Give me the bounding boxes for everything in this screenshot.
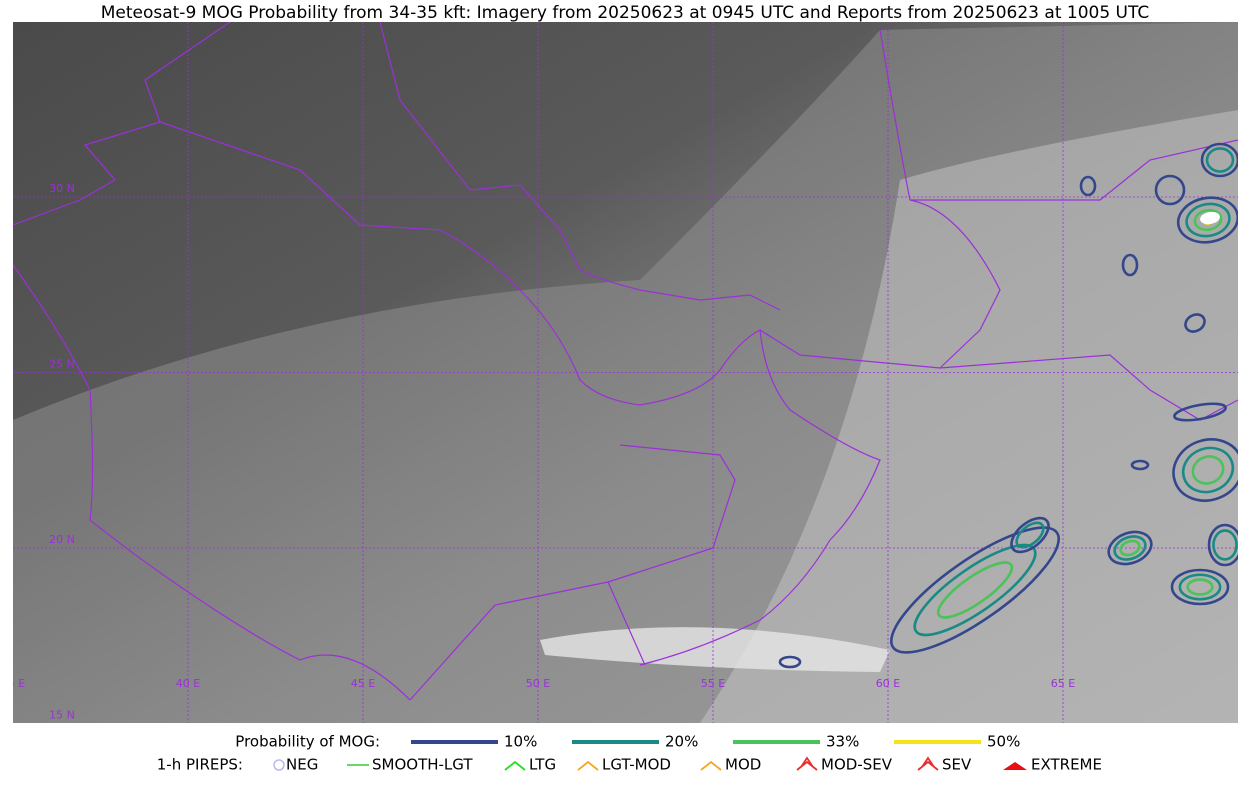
lon-label: 55 E	[701, 677, 725, 690]
legend-label: LGT-MOD	[602, 756, 671, 774]
contour	[1178, 573, 1222, 601]
legend-label: MOD-SEV	[821, 756, 893, 774]
legend-label: NEG	[286, 756, 318, 774]
contour	[778, 655, 802, 669]
contour	[1181, 446, 1235, 494]
lat-label: 20 N	[49, 533, 75, 546]
pirep-symbol	[1003, 762, 1027, 770]
legend-label: MOD	[725, 756, 761, 774]
lon-label: 60 E	[876, 677, 900, 690]
legend-title: 1-h PIREPS:	[157, 756, 243, 774]
legend-label: 10%	[504, 733, 537, 751]
title: Meteosat-9 MOG Probability from 34-35 kf…	[101, 3, 1150, 23]
lon-label: 65 E	[1051, 677, 1075, 690]
lon-label: 45 E	[351, 677, 375, 690]
pirep-symbol	[917, 756, 939, 771]
contour	[1010, 516, 1050, 554]
lat-label: 30 N	[49, 182, 75, 195]
legend-label: EXTREME	[1031, 756, 1102, 774]
contour	[1212, 529, 1238, 561]
contour	[1207, 523, 1238, 567]
contour	[1107, 530, 1153, 566]
contour	[1172, 438, 1238, 502]
contour	[1079, 175, 1097, 197]
legend-label: SMOOTH-LGT	[372, 756, 473, 774]
lat-label: 15 N	[49, 709, 75, 722]
contour	[913, 543, 1037, 637]
cloud-band	[540, 627, 890, 672]
cloud-field	[700, 110, 1238, 723]
contour	[1173, 402, 1227, 422]
lon-label: 50 E	[526, 677, 550, 690]
legend-label: SEV	[942, 756, 972, 774]
contour	[1119, 539, 1141, 557]
lon-label: 35 E	[1, 677, 25, 690]
map: 35 E 40 E 45 E 50 E 55 E 60 E 65 E 30 N 25 N 20 N…	[1, 22, 1238, 723]
contour	[1185, 202, 1231, 238]
contour	[1170, 568, 1230, 606]
lon-label: 40 E	[176, 677, 200, 690]
contour	[1184, 313, 1206, 333]
legend: Probability of MOG: 10% 20% 33% 50% 1-h PIREP…	[157, 733, 1102, 774]
legend-label: 50%	[987, 733, 1020, 751]
contour	[1121, 253, 1139, 277]
legend-title: Probability of MOG:	[235, 733, 380, 751]
pirep-symbol	[273, 759, 285, 771]
contour	[889, 526, 1061, 654]
graticule: 35 E 40 E 45 E 50 E 55 E 60 E 65 E 30 N 25 N 20 N…	[1, 22, 1238, 723]
contour	[1176, 196, 1238, 244]
pirep-symbol	[796, 756, 818, 771]
pirep-symbol	[700, 760, 722, 771]
contour	[936, 561, 1014, 619]
legend-label: 20%	[665, 733, 698, 751]
contour	[1200, 142, 1238, 178]
legend-label: 33%	[826, 733, 859, 751]
contour	[1113, 535, 1147, 561]
contour	[1205, 147, 1235, 173]
lat-label: 25 N	[49, 358, 75, 371]
contour	[1015, 521, 1045, 549]
legend-label: LTG	[529, 756, 556, 774]
pirep-symbol	[577, 760, 599, 771]
contour	[1154, 174, 1186, 206]
contour	[1193, 208, 1223, 232]
contour	[1191, 455, 1225, 485]
pirep-symbol	[504, 760, 526, 771]
cloud-core	[1200, 211, 1220, 225]
contour	[1186, 578, 1214, 596]
mog-contours	[778, 142, 1238, 669]
contour	[1130, 459, 1150, 471]
